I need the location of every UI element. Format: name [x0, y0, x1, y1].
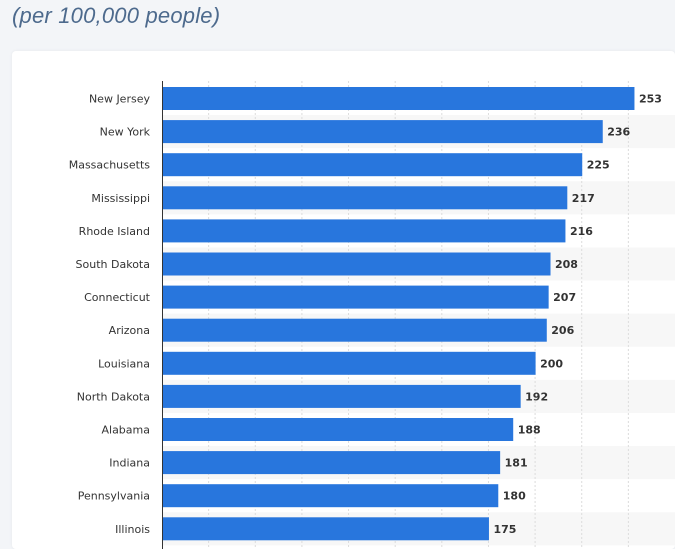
category-label: Rhode Island — [79, 225, 150, 238]
value-label: 217 — [572, 192, 595, 205]
bar[interactable] — [162, 120, 603, 144]
bar[interactable] — [162, 384, 521, 408]
category-label: North Dakota — [77, 390, 150, 403]
bar[interactable] — [162, 351, 536, 375]
category-label: New Jersey — [89, 93, 151, 106]
bar[interactable] — [162, 153, 583, 177]
category-label: Connecticut — [84, 291, 151, 304]
value-label: 216 — [570, 225, 593, 238]
value-label: 175 — [493, 523, 516, 536]
bar[interactable] — [162, 219, 566, 243]
category-label: Illinois — [115, 523, 150, 536]
bar[interactable] — [162, 517, 489, 541]
value-label: 208 — [555, 258, 578, 271]
bar[interactable] — [162, 484, 499, 508]
bar[interactable] — [162, 87, 635, 110]
category-label: Louisiana — [98, 357, 150, 370]
value-label: 207 — [553, 291, 576, 304]
value-label: 200 — [540, 357, 563, 370]
category-label: Indiana — [109, 457, 150, 470]
category-label: New York — [100, 126, 151, 139]
chart-subtitle: (per 100,000 people) — [12, 3, 221, 28]
category-label: Pennsylvania — [78, 490, 150, 503]
value-label: 180 — [503, 490, 526, 503]
category-label: Mississippi — [91, 192, 150, 205]
value-label: 206 — [551, 324, 574, 337]
value-label: 253 — [639, 93, 662, 106]
category-label: Arizona — [109, 324, 150, 337]
value-label: 225 — [587, 159, 610, 172]
category-label: South Dakota — [76, 258, 150, 271]
value-label: 192 — [525, 390, 548, 403]
bar[interactable] — [162, 318, 547, 342]
category-label: Massachusetts — [69, 159, 151, 172]
bar-chart: New Jersey 253 New York 236 Massachusetts 225… — [69, 81, 675, 549]
chart-card: New Jersey 253 New York 236 Massachusetts 225… — [12, 51, 675, 549]
value-label: 181 — [505, 457, 528, 470]
bar[interactable] — [162, 186, 568, 210]
value-label: 236 — [607, 126, 630, 139]
bar[interactable] — [162, 451, 501, 475]
category-label: Alabama — [101, 424, 150, 437]
bar[interactable] — [162, 285, 549, 309]
bar[interactable] — [162, 418, 514, 441]
bar[interactable] — [162, 252, 551, 276]
value-label: 188 — [518, 424, 541, 437]
